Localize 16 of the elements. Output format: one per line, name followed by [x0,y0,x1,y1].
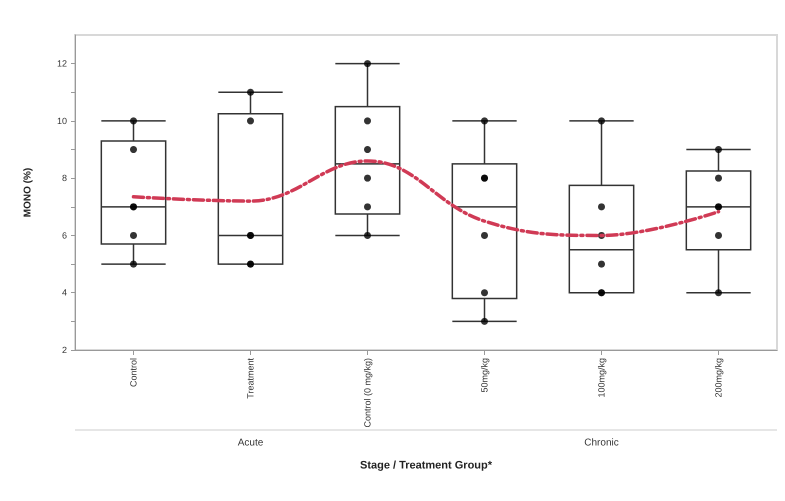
x-axis-title: Stage / Treatment Group* [360,460,493,472]
y-tick-label: 6 [62,230,67,240]
x-tick-label: 200mg/kg [714,358,724,398]
y-axis-title: MONO (%) [22,168,34,218]
x-tick-label: Treatment [246,358,256,399]
y-tick-label: 4 [62,288,67,298]
y-tick-label: 12 [56,58,67,69]
y-tick-label: 8 [62,173,67,184]
y-tick-label: 2 [62,345,67,355]
y-tick-label: 10 [56,116,67,126]
x-tick-label: 100mg/kg [596,358,606,398]
text: Chronic [584,438,619,448]
x-tick-label: 50mg/kg [480,358,490,393]
x-tick-label: Control [128,358,138,388]
text: Acute [238,438,264,448]
x-tick-label: Control (0 mg/kg) [362,358,372,428]
